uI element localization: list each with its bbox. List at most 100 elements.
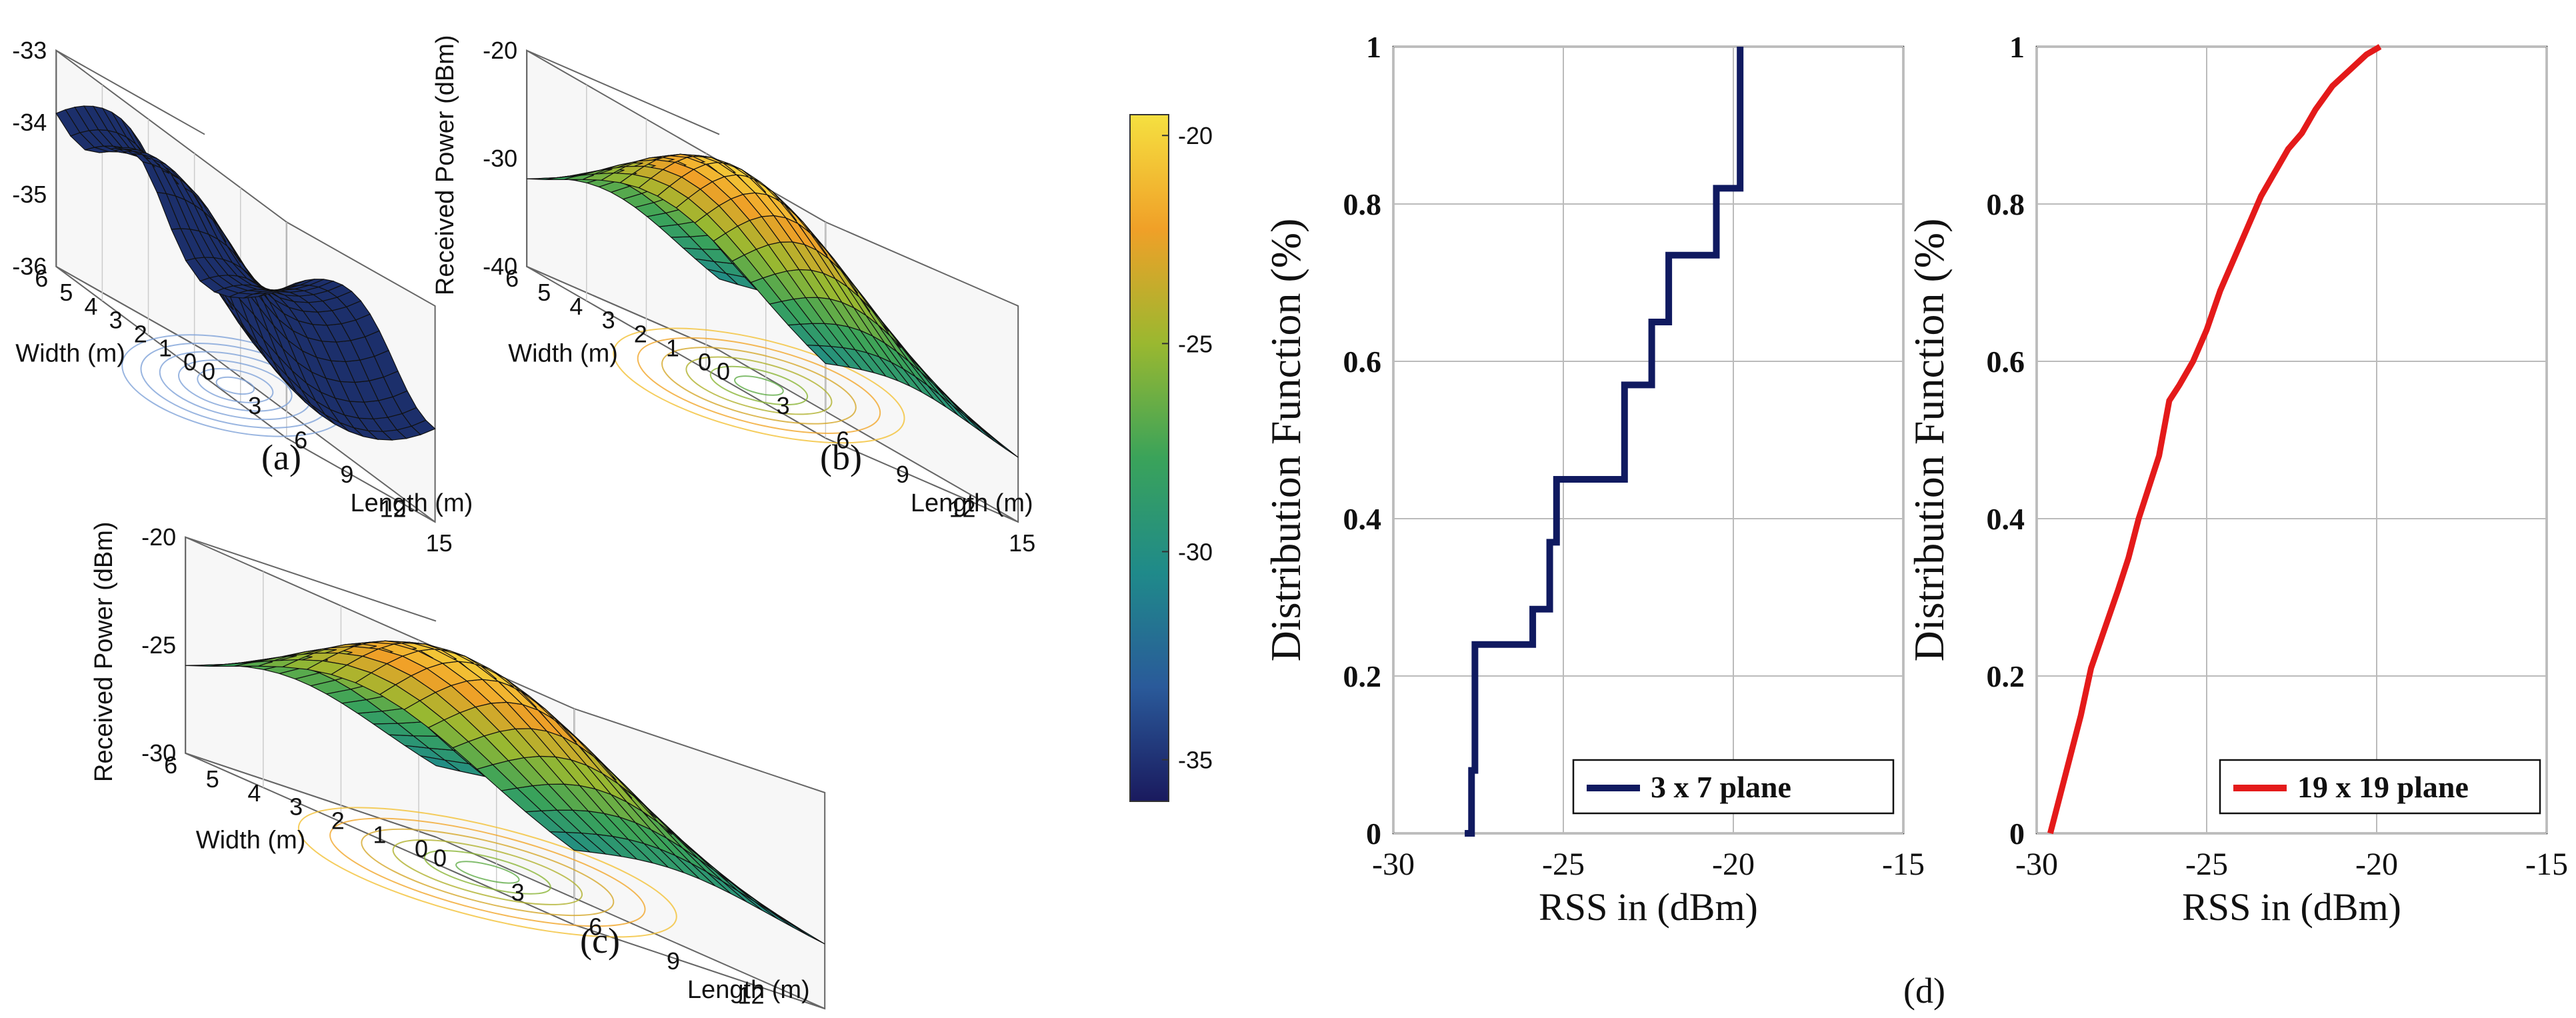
contour-line: [661, 347, 857, 425]
x-tick-label: -25: [2185, 847, 2228, 882]
z-tick-label: -40: [483, 253, 517, 280]
x-tick-label: 3: [777, 392, 790, 419]
x-tick-label: 6: [836, 427, 849, 454]
x-tick-label: 9: [340, 461, 353, 488]
y-axis-label: Distribution Function (%): [1262, 219, 1309, 662]
y-tick-label: 5: [206, 765, 219, 793]
y-tick-label: 2: [134, 321, 147, 348]
caption-b: (b): [820, 437, 862, 477]
x-tick-label: 0: [717, 358, 730, 385]
contour-line: [709, 365, 809, 406]
y-tick-label: 6: [35, 265, 48, 292]
y-tick-label: 1: [159, 335, 172, 362]
contour-line: [215, 376, 255, 395]
contour-line: [361, 828, 615, 917]
x-tick-label: 12: [949, 495, 976, 523]
colorbar-tick-label: -35: [1178, 747, 1213, 774]
y-tick-label: 3: [289, 793, 303, 821]
y-tick-label: 0.8: [1987, 187, 2025, 221]
colorbar-tick-label: -30: [1178, 538, 1213, 565]
y-axis-label: Width (m): [15, 340, 125, 368]
plot-wall-left: [55, 49, 205, 351]
y-tick-label: 1: [2009, 30, 2025, 64]
plot-wall-left: [526, 49, 720, 351]
y-tick-label: 6: [505, 265, 519, 292]
z-tick-label: -34: [12, 109, 47, 136]
legend-label: 3 x 7 plane: [1651, 770, 1791, 804]
y-tick-label: 0: [183, 349, 197, 376]
caption-d: (d): [1903, 971, 1945, 1011]
x-tick-label: -20: [2355, 847, 2398, 882]
y-tick-label: 0.6: [1343, 345, 1382, 379]
contour-line: [423, 850, 551, 895]
x-tick-label: 6: [589, 913, 602, 941]
y-tick-label: 2: [331, 807, 345, 835]
z-axis-label: Received Power (dBm): [431, 35, 459, 295]
y-tick-label: 0.2: [1343, 659, 1382, 693]
x-tick-label: 3: [511, 879, 525, 906]
surface-patch: [55, 109, 81, 137]
plot-area: [2035, 45, 2548, 835]
x-tick-label: 12: [738, 982, 765, 1009]
x-tick-label: 6: [294, 427, 307, 454]
contour-line: [178, 359, 293, 412]
x-tick-label: 9: [896, 461, 909, 488]
y-tick-label: 0.6: [1987, 345, 2025, 379]
cdf-plot-2: -30 -25 -20 -15 0 0.2 0.4 0.6 0.8 1 RSS in (dBm) Di…: [1905, 30, 2568, 929]
contour-line: [455, 861, 520, 884]
x-tick-label: 3: [248, 392, 261, 419]
y-tick-label: 0.4: [1343, 502, 1382, 536]
y-tick-label: 2: [634, 321, 647, 348]
y-axis-label: Width (m): [508, 340, 618, 368]
z-tick-label: -35: [12, 181, 47, 208]
caption-a: (a): [261, 437, 301, 477]
plot-area: [1392, 45, 1905, 835]
x-tick-label: -20: [1712, 847, 1755, 882]
contour-line: [392, 839, 583, 905]
y-tick-label: 1: [666, 335, 679, 362]
y-tick-label: 4: [569, 293, 583, 320]
x-tick-label: -30: [2015, 847, 2058, 882]
colorbar-tick-label: -25: [1178, 330, 1213, 357]
contour-line: [329, 817, 646, 927]
y-tick-label: 0.4: [1987, 502, 2025, 536]
y-tick-label: 1: [373, 821, 386, 849]
x-tick-label: 9: [667, 947, 680, 975]
x-axis-label: RSS in (dBm): [1539, 885, 1758, 929]
y-tick-label: 0.2: [1987, 659, 2025, 693]
legend-label: 19 x 19 plane: [2297, 770, 2469, 804]
surface-plot-c: -20-25-30036912150123456Length (m)Width …: [90, 521, 842, 1018]
x-axis-label: RSS in (dBm): [2182, 885, 2401, 929]
x-tick-label: -30: [1372, 847, 1415, 882]
x-tick-label: 0: [433, 845, 447, 872]
surface-patch: [185, 663, 226, 667]
y-axis-label: Width (m): [196, 827, 306, 855]
x-axis-label: Length (m): [911, 489, 1033, 517]
x-tick-label: 15: [426, 529, 453, 557]
z-tick-label: -33: [12, 37, 47, 64]
x-tick-label: -15: [1882, 847, 1925, 882]
y-tick-label: 0: [415, 835, 428, 863]
x-axis-label: Length (m): [687, 976, 810, 1004]
y-tick-label: 0: [2009, 817, 2025, 851]
y-tick-label: 3: [109, 307, 123, 334]
series-line: [1465, 47, 1744, 837]
contour-line: [734, 375, 784, 396]
z-tick-label: -20: [141, 523, 176, 551]
y-tick-label: 5: [59, 279, 73, 306]
x-tick-label: 12: [379, 495, 406, 523]
y-tick-label: 1: [1366, 30, 1381, 64]
y-tick-label: 0: [698, 349, 711, 376]
contour-line: [297, 807, 677, 938]
z-axis-label: Received Power (dBm): [90, 521, 118, 782]
series-line: [2047, 44, 2382, 835]
x-tick-label: 15: [1009, 529, 1035, 557]
z-tick-label: -25: [141, 631, 176, 659]
z-tick-label: -36: [12, 253, 47, 280]
y-tick-label: 4: [247, 779, 261, 807]
y-tick-label: 4: [85, 293, 98, 320]
y-tick-label: 0.8: [1343, 187, 1382, 221]
